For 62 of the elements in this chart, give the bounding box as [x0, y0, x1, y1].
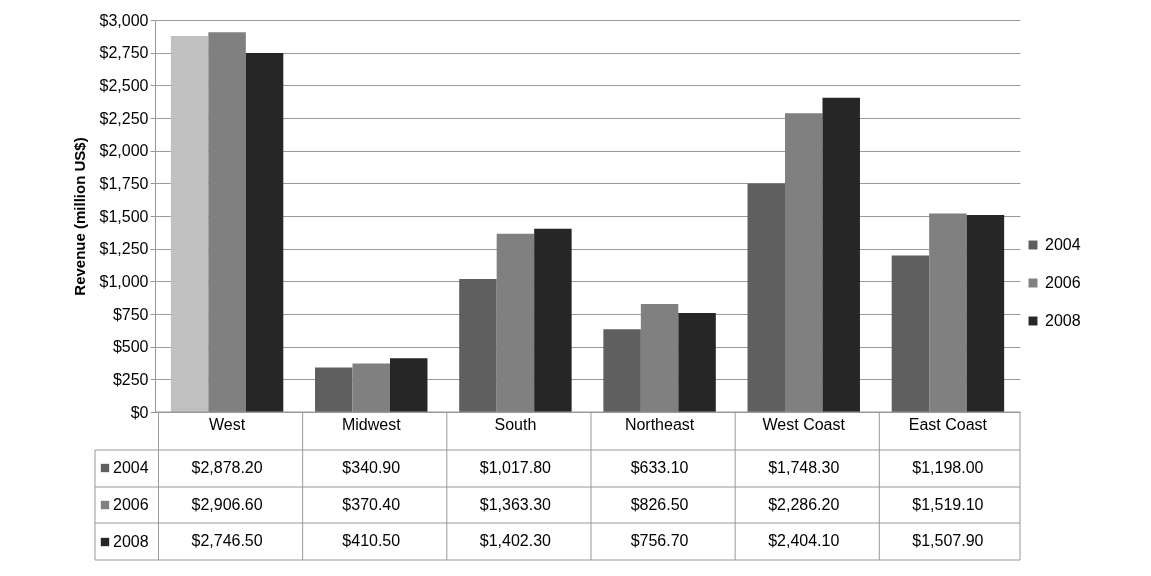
data-label: $340.90 [342, 459, 401, 476]
data-label: $1,363.30 [479, 496, 552, 513]
bar [170, 35, 209, 412]
data-label: $410.50 [342, 532, 401, 549]
x-tick-label: East Coast [908, 415, 988, 433]
data-label: $1,519.10 [912, 496, 984, 513]
legend-label: 2006 [1045, 274, 1081, 291]
text: 2004 [1045, 236, 1081, 253]
data-label: $2,906.60 [191, 496, 263, 513]
data-label: $2,404.10 [768, 532, 840, 549]
legend-label: 2004 [113, 459, 149, 476]
data-label: $370.40 [342, 496, 401, 513]
bar [245, 53, 284, 412]
bar [785, 113, 823, 412]
bar [208, 32, 246, 412]
y-tick-label: $250 [112, 370, 149, 388]
bar [966, 214, 1005, 412]
y-tick-label: $2,500 [99, 76, 149, 94]
data-label: $2,746.50 [191, 532, 263, 549]
x-tick-label: Midwest [341, 415, 402, 433]
data-label: $826.50 [630, 496, 689, 513]
bar [315, 367, 353, 412]
y-tick-label: $750 [112, 305, 149, 323]
bar [459, 279, 497, 412]
legend-label: 2008 [1045, 312, 1081, 329]
y-tick-label: $2,750 [99, 44, 149, 62]
text: 2006 [113, 496, 149, 513]
bar [603, 329, 641, 412]
y-tick-label: $1,250 [99, 240, 149, 258]
x-tick-label: South [494, 415, 537, 433]
data-label: $1,748.30 [768, 459, 840, 476]
data-label: $2,878.20 [191, 459, 263, 476]
bar [929, 213, 967, 412]
bar [678, 313, 716, 412]
x-tick-label: West Coast [762, 415, 846, 433]
bar [534, 228, 572, 412]
y-tick-label: $1,500 [99, 207, 149, 225]
x-tick-label: West [209, 415, 246, 433]
bar [891, 255, 930, 412]
y-tick-label: $1,750 [99, 174, 149, 192]
y-tick-label: $0 [130, 403, 149, 421]
bar [389, 358, 428, 412]
data-label: $1,402.30 [479, 532, 552, 549]
y-axis-title: Revenue (million US$) [70, 137, 88, 296]
y-tick-label: $1,000 [99, 272, 149, 290]
y-tick-label: $3,000 [99, 11, 149, 29]
bar [822, 97, 860, 412]
text: 2008 [113, 533, 149, 550]
y-tick-label: $2,250 [99, 109, 149, 127]
x-tick-label: Northeast [624, 415, 695, 433]
y-tick-label: $2,000 [99, 142, 149, 160]
data-label: $1,198.00 [912, 459, 984, 476]
bar [352, 363, 390, 412]
data-label: $1,507.90 [912, 532, 984, 549]
data-label: $1,017.80 [479, 459, 552, 476]
bar [496, 233, 535, 412]
data-label: $756.70 [630, 532, 689, 549]
y-tick-label: $500 [112, 338, 149, 356]
data-label: $633.10 [630, 459, 689, 476]
bar [640, 304, 679, 412]
bar [747, 183, 786, 412]
data-label: $2,286.20 [768, 496, 840, 513]
